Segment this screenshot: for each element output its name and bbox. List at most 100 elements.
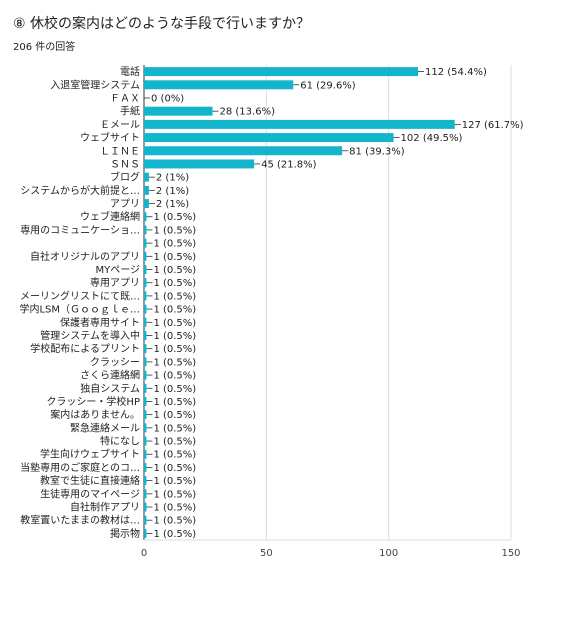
category-label-6: ＬＩＮＥ: [100, 146, 140, 157]
category-label-20: 管理システムを導入中: [40, 329, 140, 342]
category-label-22: クラッシー: [90, 356, 140, 368]
value-label-7: 45 (21.8%): [261, 159, 317, 170]
bar-5: [144, 133, 394, 143]
value-label-2: 0 (0%): [151, 93, 184, 104]
value-label-8: 2 (1%): [156, 173, 189, 184]
x-tick-labels: 0 50 100 150: [141, 548, 521, 559]
category-label-3: 手紙: [120, 105, 140, 118]
value-label-13: 1 (0.5%): [153, 239, 196, 250]
category-label-28: 特になし: [100, 436, 140, 448]
category-label-24: 独自システム: [80, 382, 140, 395]
x-tick-0: 0: [141, 548, 147, 559]
value-label-34: 1 (0.5%): [153, 516, 196, 527]
value-label-11: 1 (0.5%): [153, 212, 196, 223]
category-label-10: アプリ: [110, 198, 140, 210]
value-label-23: 1 (0.5%): [153, 371, 196, 382]
bar-13: [144, 238, 147, 248]
value-label-19: 1 (0.5%): [153, 318, 196, 329]
category-label-4: Ｅメール: [100, 120, 140, 131]
category-label-21: 学校配布によるプリント: [30, 342, 140, 355]
category-label-7: ＳＮＳ: [110, 159, 140, 170]
bar-8: [144, 172, 149, 182]
category-label-31: 教室で生徒に直接連絡: [40, 474, 140, 487]
value-label-5: 102 (49.5%): [401, 133, 463, 144]
gridlines: [143, 65, 512, 541]
category-label-32: 生徒専用のマイページ: [40, 487, 140, 500]
category-label-5: ウェブサイト: [80, 131, 140, 144]
category-label-8: ブログ: [110, 171, 140, 184]
bar-16: [144, 278, 147, 288]
bar-3: [144, 106, 213, 116]
value-label-27: 1 (0.5%): [153, 423, 196, 434]
value-label-20: 1 (0.5%): [153, 331, 196, 342]
category-label-16: 専用アプリ: [90, 277, 140, 289]
value-label-21: 1 (0.5%): [153, 344, 196, 355]
category-label-33: 自社制作アプリ: [70, 501, 140, 514]
category-label-27: 緊急連絡メール: [70, 421, 140, 434]
bar-22: [144, 357, 147, 367]
bar-32: [144, 489, 147, 499]
x-tick-100: 100: [379, 548, 398, 559]
bar-4: [144, 119, 455, 129]
category-label-11: ウェブ連絡網: [80, 210, 140, 223]
x-tick-150: 150: [501, 548, 520, 559]
value-label-33: 1 (0.5%): [153, 503, 196, 514]
category-label-35: 掲示物: [110, 527, 140, 540]
bar-0: [144, 67, 419, 77]
bar-30: [144, 462, 147, 472]
bar-29: [144, 449, 147, 459]
bar-14: [144, 251, 147, 261]
value-label-15: 1 (0.5%): [153, 265, 196, 276]
response-count: 206 件の回答: [13, 42, 76, 53]
bar-7: [144, 159, 255, 169]
category-label-12: 専用のコミュニケーショ…: [20, 224, 140, 236]
bar-15: [144, 265, 147, 274]
value-label-10: 2 (1%): [156, 199, 189, 210]
value-label-32: 1 (0.5%): [153, 489, 196, 500]
bar-17: [144, 291, 147, 301]
bar-28: [144, 436, 147, 446]
chart-title: ⑧ 休校の案内はどのような手段で行いますか？: [13, 16, 310, 32]
category-label-1: 入退室管理システム: [50, 78, 140, 91]
bar-1: [144, 80, 294, 90]
bar-10: [144, 199, 149, 209]
bar-23: [144, 370, 147, 380]
value-label-16: 1 (0.5%): [153, 278, 196, 289]
category-label-14: 自社オリジナルのアプリ: [30, 250, 140, 263]
value-label-17: 1 (0.5%): [153, 291, 196, 302]
category-label-30: 当塾専用のご家庭とのコ…: [20, 461, 140, 474]
value-label-26: 1 (0.5%): [153, 410, 196, 421]
category-label-26: 案内はありません。: [50, 408, 140, 421]
bar-35: [144, 528, 147, 538]
bar-12: [144, 225, 147, 235]
value-label-0: 112 (54.4%): [425, 67, 487, 78]
value-label-6: 81 (39.3%): [349, 146, 405, 157]
bar-11: [144, 212, 147, 222]
value-label-9: 2 (1%): [156, 186, 189, 197]
value-label-25: 1 (0.5%): [153, 397, 196, 408]
bar-26: [144, 410, 147, 420]
bar-33: [144, 502, 147, 512]
category-label-17: メーリングリストにて既…: [20, 289, 140, 302]
value-label-14: 1 (0.5%): [153, 252, 196, 263]
bar-6: [144, 146, 343, 156]
value-label-4: 127 (61.7%): [462, 120, 524, 131]
bar-27: [144, 423, 147, 433]
bar-25: [144, 396, 147, 406]
bar-34: [144, 515, 147, 525]
category-label-0: 電話: [120, 65, 140, 78]
value-label-12: 1 (0.5%): [153, 225, 196, 236]
value-labels: 112 (54.4%) 61 (29.6%) 0 (0%) 28 (13.6%) 127…: [144, 67, 524, 540]
value-label-35: 1 (0.5%): [153, 529, 196, 540]
bar-21: [144, 344, 147, 354]
category-label-2: ＦＡＸ: [110, 93, 140, 104]
bar-9: [144, 185, 149, 195]
value-label-18: 1 (0.5%): [153, 305, 196, 316]
category-label-15: MYページ: [95, 265, 140, 276]
value-label-1: 61 (29.6%): [300, 80, 356, 91]
category-label-19: 保護者専用サイト: [60, 316, 140, 329]
value-label-31: 1 (0.5%): [153, 476, 196, 487]
category-label-34: 教室置いたままの教材は…: [20, 514, 140, 527]
bar-31: [144, 476, 147, 486]
